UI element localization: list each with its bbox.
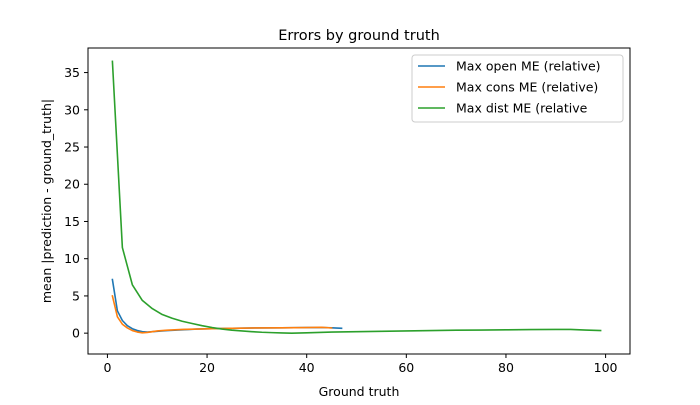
x-axis-label: Ground truth xyxy=(319,384,400,399)
y-tick-label: 0 xyxy=(72,326,80,341)
y-tick-label: 10 xyxy=(64,251,80,266)
y-tick-label: 15 xyxy=(64,214,80,229)
x-tick-label: 0 xyxy=(103,360,111,375)
x-tick-label: 40 xyxy=(299,360,315,375)
axes-frame xyxy=(87,47,631,355)
y-ticks: 0 5 10 15 20 25 30 35 xyxy=(64,65,88,341)
legend: Max open ME (relative) Max cons ME (relat… xyxy=(411,54,624,123)
legend-box xyxy=(411,54,624,123)
y-tick-label: 5 xyxy=(72,288,80,303)
x-tick-label: 20 xyxy=(199,360,215,375)
x-tick-label: 80 xyxy=(498,360,514,375)
y-tick-label: 25 xyxy=(64,140,80,155)
x-tick-label: 100 xyxy=(594,360,618,375)
series-layer xyxy=(111,60,602,334)
series-line-2 xyxy=(111,294,333,334)
y-tick-label: 30 xyxy=(64,102,80,117)
legend-label-1: Max open ME (relative) xyxy=(456,59,601,74)
chart-title: Errors by ground truth xyxy=(278,28,440,44)
y-tick-label: 35 xyxy=(64,65,80,80)
legend-label-2: Max cons ME (relative) xyxy=(456,80,598,95)
x-ticks: 0 20 40 60 80 100 xyxy=(103,354,618,375)
y-axis-label: mean |prediction - ground_truth| xyxy=(39,99,54,303)
series-line-3 xyxy=(111,60,602,334)
x-tick-label: 60 xyxy=(398,360,414,375)
legend-label-3: Max dist ME (relative xyxy=(456,101,588,116)
y-tick-label: 20 xyxy=(64,177,80,192)
